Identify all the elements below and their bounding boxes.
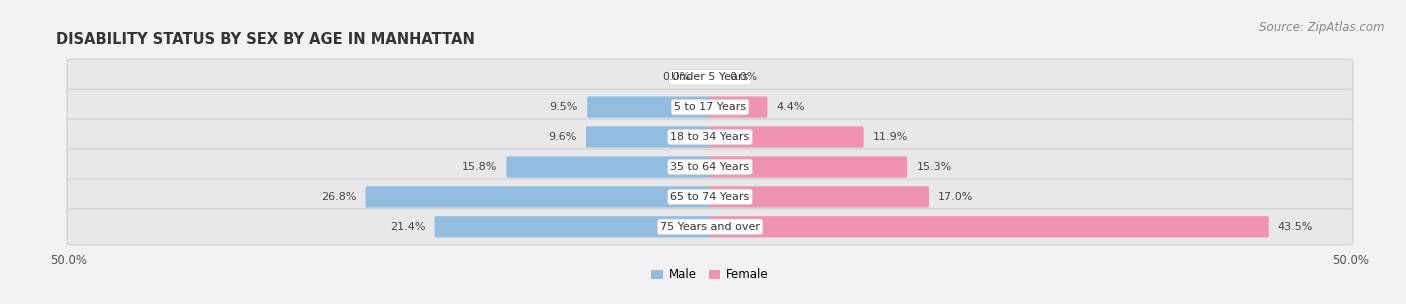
- Text: Source: ZipAtlas.com: Source: ZipAtlas.com: [1260, 21, 1385, 34]
- FancyBboxPatch shape: [67, 59, 1353, 95]
- FancyBboxPatch shape: [366, 186, 711, 208]
- FancyBboxPatch shape: [709, 96, 768, 118]
- FancyBboxPatch shape: [67, 179, 1353, 215]
- FancyBboxPatch shape: [586, 126, 711, 148]
- Text: 21.4%: 21.4%: [389, 222, 426, 232]
- Text: 35 to 64 Years: 35 to 64 Years: [671, 162, 749, 172]
- Text: 75 Years and over: 75 Years and over: [659, 222, 761, 232]
- FancyBboxPatch shape: [709, 156, 907, 178]
- Text: 0.0%: 0.0%: [662, 72, 690, 82]
- Text: 43.5%: 43.5%: [1278, 222, 1313, 232]
- Text: 65 to 74 Years: 65 to 74 Years: [671, 192, 749, 202]
- FancyBboxPatch shape: [67, 89, 1353, 125]
- FancyBboxPatch shape: [506, 156, 711, 178]
- Text: 15.3%: 15.3%: [917, 162, 952, 172]
- Legend: Male, Female: Male, Female: [647, 264, 773, 286]
- Text: 0.0%: 0.0%: [730, 72, 758, 82]
- FancyBboxPatch shape: [709, 216, 1268, 237]
- FancyBboxPatch shape: [709, 126, 863, 148]
- Text: 4.4%: 4.4%: [776, 102, 806, 112]
- Text: Under 5 Years: Under 5 Years: [672, 72, 748, 82]
- FancyBboxPatch shape: [67, 149, 1353, 185]
- Text: 26.8%: 26.8%: [321, 192, 356, 202]
- Text: 18 to 34 Years: 18 to 34 Years: [671, 132, 749, 142]
- Text: DISABILITY STATUS BY SEX BY AGE IN MANHATTAN: DISABILITY STATUS BY SEX BY AGE IN MANHA…: [56, 32, 475, 47]
- Text: 11.9%: 11.9%: [873, 132, 908, 142]
- FancyBboxPatch shape: [67, 119, 1353, 155]
- Text: 9.5%: 9.5%: [550, 102, 578, 112]
- Text: 15.8%: 15.8%: [461, 162, 498, 172]
- Text: 9.6%: 9.6%: [548, 132, 576, 142]
- Text: 17.0%: 17.0%: [938, 192, 973, 202]
- FancyBboxPatch shape: [434, 216, 711, 237]
- FancyBboxPatch shape: [67, 209, 1353, 245]
- FancyBboxPatch shape: [588, 96, 711, 118]
- FancyBboxPatch shape: [709, 186, 929, 208]
- Text: 5 to 17 Years: 5 to 17 Years: [673, 102, 747, 112]
